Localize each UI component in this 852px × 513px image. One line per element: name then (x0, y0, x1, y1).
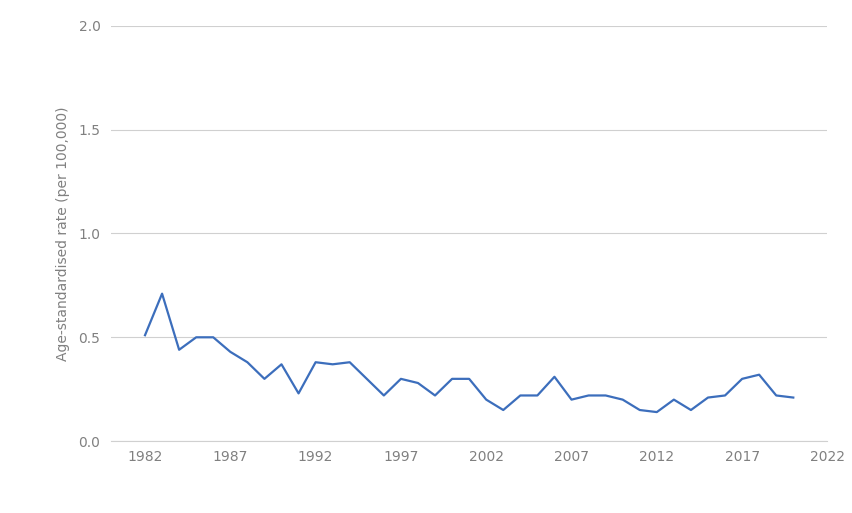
Y-axis label: Age-standardised rate (per 100,000): Age-standardised rate (per 100,000) (56, 106, 70, 361)
